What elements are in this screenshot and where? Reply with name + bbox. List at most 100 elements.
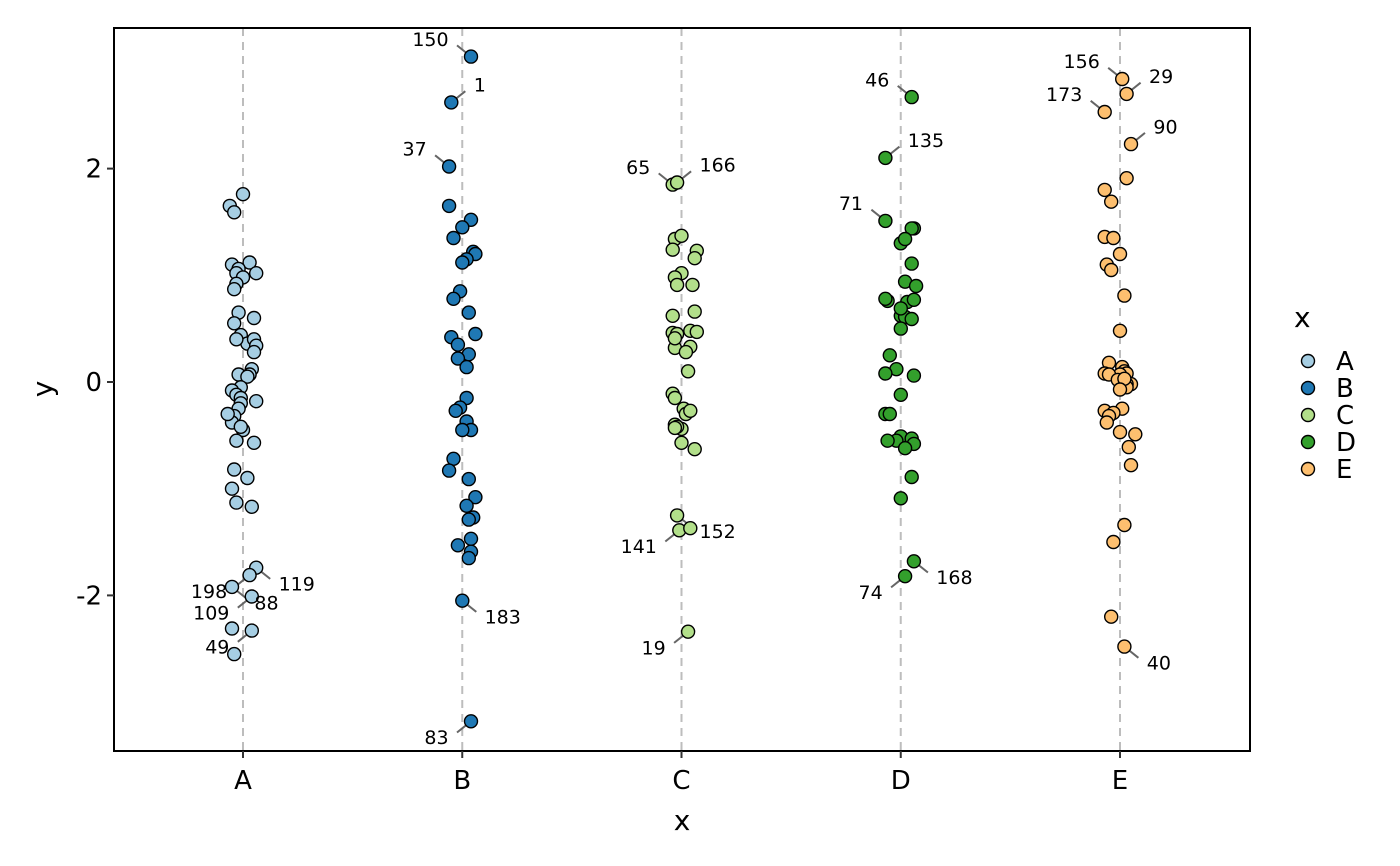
point-E <box>1112 246 1128 262</box>
point-E <box>1097 182 1112 198</box>
point-label-49: 49 <box>205 636 229 658</box>
point-label-150: 150 <box>412 29 448 51</box>
point-labels: 119 198 88 109 49 150 1 37 183 83 65 166 152 141 19 46 1… <box>191 29 1178 749</box>
point-E <box>1119 170 1134 186</box>
point-B <box>441 159 457 174</box>
x-tick-label-C: C <box>672 766 690 796</box>
x-tick-label-D: D <box>891 766 911 796</box>
point-B <box>468 490 483 505</box>
point-E <box>1119 86 1134 102</box>
point-D <box>878 150 893 166</box>
point-E <box>1099 415 1115 430</box>
point-B <box>446 451 461 466</box>
point-A <box>249 394 264 409</box>
y-axis: -2 0 2 <box>76 155 114 611</box>
point-A <box>242 567 257 583</box>
point-label-119: 119 <box>279 574 315 596</box>
legend-label-E: E <box>1336 455 1352 485</box>
point-B <box>441 198 457 214</box>
point-label-141: 141 <box>621 536 657 558</box>
point-C <box>674 435 689 450</box>
point-C <box>685 277 700 293</box>
point-label-83: 83 <box>424 727 448 749</box>
point-E <box>1103 609 1119 624</box>
point-D <box>882 348 897 363</box>
point-label-168: 168 <box>936 567 972 589</box>
legend-key-B <box>1300 380 1316 396</box>
point-D <box>893 387 908 402</box>
point-D <box>880 433 895 448</box>
point-A <box>249 266 264 281</box>
y-axis-title: y <box>26 381 59 398</box>
point-C <box>669 175 685 190</box>
point-B <box>455 422 470 438</box>
legend-key-A <box>1300 353 1316 369</box>
point-C <box>665 308 680 323</box>
point-D <box>882 406 897 422</box>
x-tick-label-B: B <box>453 766 471 796</box>
point-A <box>246 310 262 326</box>
point-B <box>461 512 476 527</box>
point-D <box>878 213 893 229</box>
point-label-156: 156 <box>1064 51 1100 73</box>
point-E <box>1114 71 1130 87</box>
point-D <box>908 278 924 294</box>
point-B <box>450 337 466 352</box>
point-A <box>224 621 240 636</box>
legend-key-C <box>1300 407 1316 423</box>
point-B <box>461 471 476 487</box>
point-A <box>224 481 240 496</box>
point-A <box>229 332 244 347</box>
point-D <box>906 368 922 383</box>
point-B <box>463 49 479 64</box>
point-E <box>1097 104 1112 120</box>
point-label-37: 37 <box>403 139 427 161</box>
point-E <box>1128 427 1143 442</box>
point-C <box>680 364 696 379</box>
point-B <box>459 498 474 513</box>
legend-label-D: D <box>1336 428 1356 458</box>
point-D <box>904 256 919 271</box>
point-D <box>906 554 922 569</box>
point-B <box>461 305 476 320</box>
point-A <box>226 462 242 477</box>
point-C <box>669 277 685 293</box>
y-tick-label-2: 2 <box>85 155 102 185</box>
point-B <box>459 359 474 375</box>
x-axis: A B C D E <box>234 751 1128 796</box>
point-E <box>1112 323 1128 338</box>
point-label-74: 74 <box>859 582 883 604</box>
point-C <box>683 403 698 418</box>
point-C <box>687 442 702 457</box>
legend-key-E <box>1300 461 1316 477</box>
point-B <box>463 531 479 546</box>
point-A <box>229 433 244 448</box>
point-D <box>878 291 893 306</box>
point-label-183: 183 <box>485 607 521 629</box>
point-B <box>455 220 470 235</box>
point-D <box>904 89 919 105</box>
point-C <box>667 390 683 406</box>
point-A <box>226 205 242 220</box>
point-E <box>1117 288 1132 303</box>
point-label-90: 90 <box>1153 116 1177 138</box>
point-label-71: 71 <box>839 193 863 215</box>
point-E <box>1112 424 1128 440</box>
point-B <box>468 326 483 342</box>
point-label-1: 1 <box>474 75 486 97</box>
point-E <box>1117 639 1132 654</box>
point-B <box>455 593 470 608</box>
point-D <box>897 569 913 584</box>
point-label-29: 29 <box>1149 66 1173 88</box>
point-C <box>665 242 680 257</box>
point-C <box>680 624 696 639</box>
point-C <box>669 508 685 523</box>
point-A <box>226 282 242 297</box>
point-C <box>667 420 683 436</box>
point-label-19: 19 <box>642 638 666 660</box>
point-D <box>904 221 919 236</box>
point-A <box>220 406 235 422</box>
point-D <box>897 231 913 247</box>
